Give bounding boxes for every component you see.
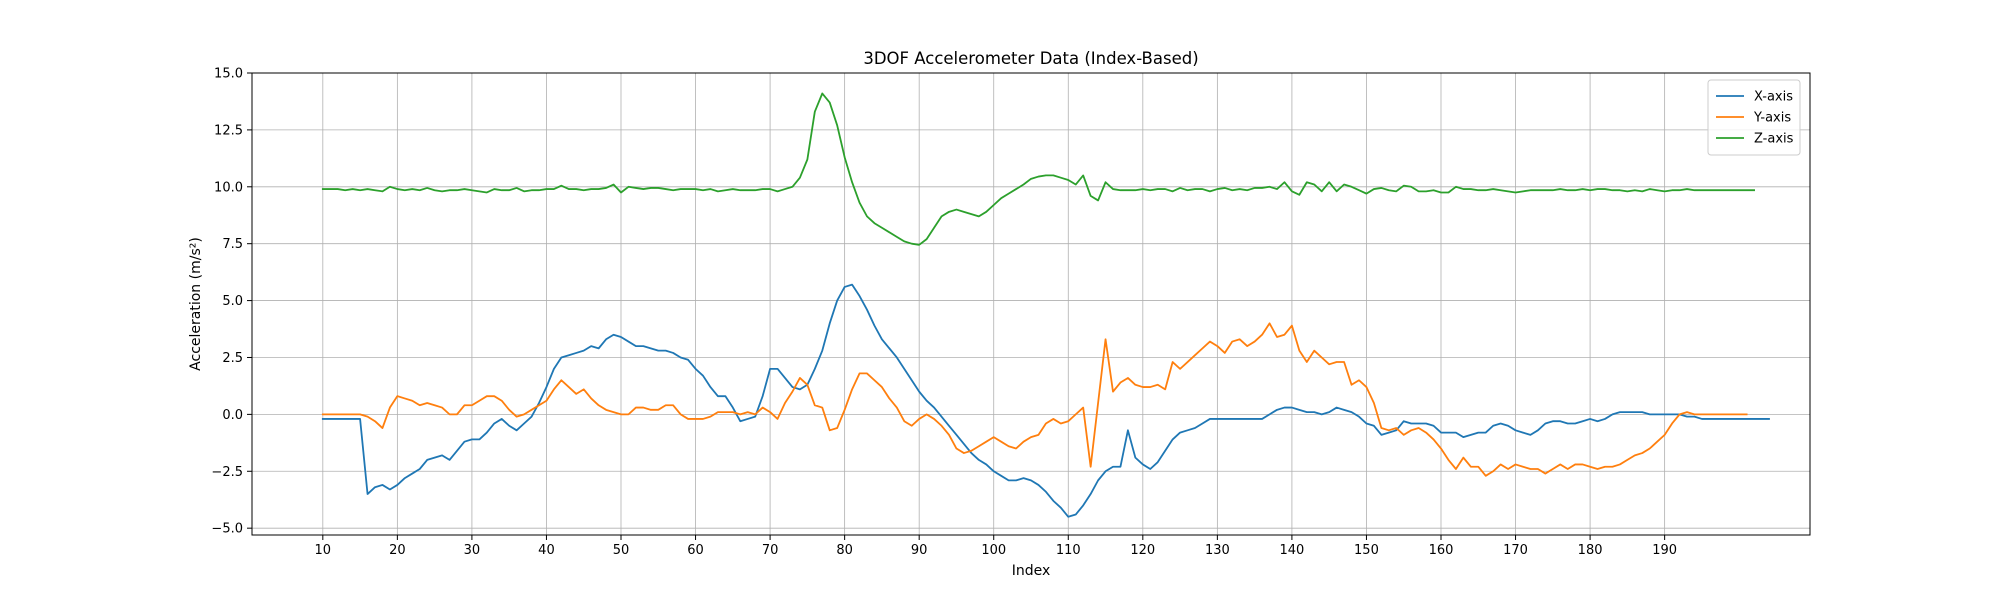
x-tick-label: 20 [389,543,406,558]
x-tick-label: 40 [538,543,555,558]
x-axis-ticks: 10 20 30 40 50 60 70 80 90 100 110 120 130 140 150 160 1… [315,535,1677,558]
x-tick-label: 30 [464,543,481,558]
x-tick-label: 70 [762,543,779,558]
x-tick-label: 170 [1503,543,1528,558]
x-tick-label: 90 [911,543,928,558]
plot-frame [251,72,1811,536]
x-tick-label: 190 [1652,543,1677,558]
x-tick-label: 110 [1056,543,1081,558]
y-tick-label: 0.0 [222,408,243,423]
y-tick-label: 2.5 [222,351,243,366]
x-tick-label: 10 [315,543,332,558]
series-line-z-axis [321,92,1755,246]
legend-label-z-axis: Z-axis [1754,132,1794,147]
y-tick-label: 15.0 [214,67,243,82]
x-tick-label: 160 [1429,543,1454,558]
x-tick-label: 150 [1354,543,1379,558]
legend-box [1707,79,1801,156]
x-tick-label: 50 [613,543,630,558]
series-line-y-axis [321,322,1748,477]
chart-title: 3DOF Accelerometer Data (Index-Based) [863,49,1198,68]
x-tick-label: 60 [687,543,704,558]
x-tick-label: 80 [836,543,853,558]
y-tick-label: 5.0 [222,294,243,309]
y-axis-label: Acceleration (m/s²) [188,237,204,371]
x-tick-label: 140 [1279,543,1304,558]
y-tick-label: −5.0 [211,522,243,537]
y-tick-label: 7.5 [222,237,243,252]
legend-label-y-axis: Y-axis [1753,111,1791,126]
y-axis-ticks: −5.0 −2.5 0.0 2.5 5.0 7.5 10.0 12.5 15.0 [211,67,252,537]
x-tick-label: 130 [1205,543,1230,558]
series-line-x-axis [321,283,1770,518]
series-lines [321,92,1770,518]
x-tick-label: 100 [981,543,1006,558]
legend: X-axis Y-axis Z-axis [1707,79,1801,156]
y-tick-label: 12.5 [214,123,243,138]
x-tick-label: 120 [1130,543,1155,558]
y-tick-label: 10.0 [214,180,243,195]
grid [252,72,1810,535]
y-tick-label: −2.5 [211,465,243,480]
x-tick-label: 180 [1578,543,1603,558]
x-axis-label: Index [1012,563,1051,579]
legend-label-x-axis: X-axis [1754,90,1793,105]
